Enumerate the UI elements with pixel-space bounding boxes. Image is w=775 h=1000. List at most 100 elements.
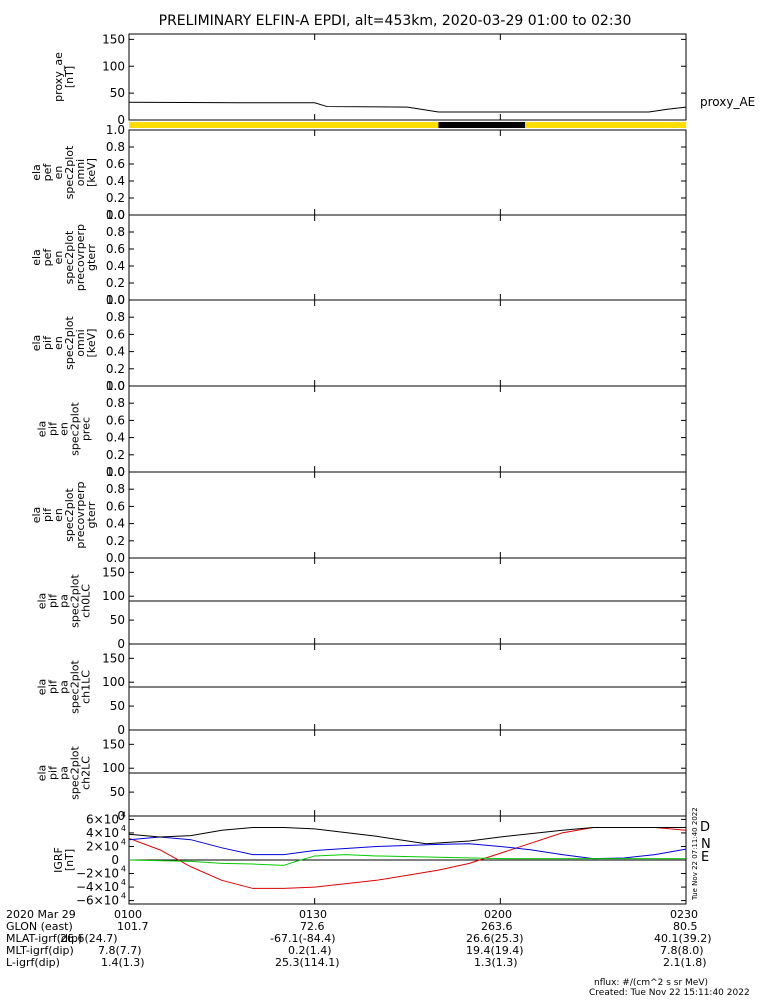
igrf-ytick-label: 2×10 <box>86 839 119 853</box>
pef-precovrperp-ytick-label: 0.4 <box>106 259 125 273</box>
pef-precovrperp-ylabel-line: ela <box>30 249 43 266</box>
status-bar-segment <box>129 122 439 128</box>
pa-ch0lc-ylabel-line: ch0LC <box>80 584 93 618</box>
igrf-ytick-exponent: 4 <box>121 865 126 874</box>
orbit-row-mlat-c4: 40.1(39.2) <box>654 932 712 945</box>
igrf-legend-n: N <box>701 837 711 852</box>
pef-precovrperp-ylabel-line: precovrperp <box>74 224 87 291</box>
orbit-row-mlat-c2: -67.1(-84.4) <box>270 932 336 945</box>
pa-ch0lc-ylabel-line: pif <box>47 593 60 608</box>
pif-omni-ytick-label: 0.0 <box>106 379 125 393</box>
proxy-ae-line <box>128 101 687 113</box>
pef-precovrperp-ylabel-line: spec2plot <box>63 230 76 284</box>
orbit-row-glon-c4: 80.5 <box>673 920 698 933</box>
igrf-ytick-exponent: 4 <box>121 837 126 846</box>
proxy-ae-ytick-label: 150 <box>102 32 125 46</box>
proxy-ae-ytick-label: 0 <box>117 113 125 127</box>
figure-title: PRELIMINARY ELFIN-A EPDI, alt=453km, 202… <box>159 13 632 29</box>
pif-prec-ylabel-line: spec2plot <box>69 402 82 456</box>
pef-omni-ytick-label: 0.4 <box>106 174 125 188</box>
pif-omni-ylabel-line: omni <box>74 329 87 356</box>
pef-omni-ytick-label: 0.8 <box>106 140 125 154</box>
pif-omni-ytick-label: 0.2 <box>106 362 125 376</box>
orbit-row-mlt-c1: 7.8(7.7) <box>98 944 142 957</box>
orbit-row-date-c3: 0200 <box>484 908 512 921</box>
orbit-row-mlt-c4: 7.8(8.0) <box>660 944 704 957</box>
pef-omni-ylabel-line: en <box>52 166 65 180</box>
pef-omni-ytick-label: 1.0 <box>106 123 125 137</box>
igrf-series-N <box>128 836 687 860</box>
pa-ch1lc-ylabel-line: ela <box>36 679 49 696</box>
pif-prec-ylabel-line: en <box>58 422 71 436</box>
pif-precovrperp-ylabel-line: en <box>52 508 65 522</box>
igrf-ylabel-line: [nT] <box>63 849 76 871</box>
status-bar-segment <box>525 122 686 128</box>
proxy-ae-ytick-label: 50 <box>110 86 125 100</box>
pif-prec-ylabel-line: prec <box>80 417 93 441</box>
pif-precovrperp-ylabel-line: pif <box>41 507 54 522</box>
pif-omni-ytick-label: 0.8 <box>106 310 125 324</box>
panels: 150100500proxy_ae[nT]proxy_AE1.00.80.60.… <box>30 32 755 907</box>
pif-precovrperp-ylabel-line: ela <box>30 507 43 524</box>
pif-prec-frame <box>128 385 687 473</box>
pa-ch0lc-ytick-label: 100 <box>102 589 125 603</box>
orbit-row-glon-c3: 263.6 <box>481 920 513 933</box>
igrf-ytick-label: −6×10 <box>76 894 119 908</box>
pa-ch2lc-ytick-label: 50 <box>110 785 125 799</box>
igrf-series-E <box>128 854 686 866</box>
pif-prec-ylabel-line: pif <box>47 421 60 436</box>
igrf-vertical-timestamp: Tue Nov 22 07:11:40 2022 <box>691 807 699 901</box>
pef-precovrperp-ytick-label: 0.2 <box>106 276 125 290</box>
pef-omni-ytick-label: 0.2 <box>106 191 125 205</box>
pif-omni-ylabel-line: spec2plot <box>63 316 76 370</box>
pif-prec-ytick-label: 0.8 <box>106 396 125 410</box>
pa-ch2lc-ylabel-line: spec2plot <box>69 746 82 800</box>
pif-omni-frame <box>128 299 687 387</box>
pif-precovrperp-ylabel-line: precovrperp <box>74 481 87 548</box>
pef-precovrperp-frame <box>128 214 687 301</box>
created-stamp: Created: Tue Nov 22 15:11:40 2022 <box>589 988 750 998</box>
igrf-ytick-exponent: 4 <box>121 892 126 901</box>
pa-ch2lc-ytick-label: 150 <box>102 737 125 751</box>
pa-ch0lc-ylabel-line: pa <box>58 594 71 608</box>
pif-prec-ytick-label: 0.4 <box>106 431 125 445</box>
proxy-ae-ylabel-line: [nT] <box>63 66 76 88</box>
pif-omni-ytick-label: 0.4 <box>106 345 125 359</box>
proxy-ae-frame <box>128 33 687 121</box>
nflux-note: nflux: #/(cm^2 s sr MeV) <box>594 978 708 988</box>
orbit-row-glon-c2: 72.6 <box>300 920 325 933</box>
orbit-row-glon-label: GLON (east) <box>6 920 73 933</box>
igrf-ytick-label: −2×10 <box>76 867 119 881</box>
pa-ch2lc-ytick-label: 100 <box>102 761 125 775</box>
orbit-row-date-label: 2020 Mar 29 <box>6 908 76 921</box>
orbit-row-l-c1: 1.4(1.3) <box>101 956 145 969</box>
pef-precovrperp-ytick-label: 0.8 <box>106 225 125 239</box>
proxy-ae-ylabel-line: proxy_ae <box>52 52 65 102</box>
pa-ch1lc-ytick-label: 100 <box>102 675 125 689</box>
pef-precovrperp-ytick-label: 0.0 <box>106 293 125 307</box>
pif-precovrperp-ytick-label: 0.6 <box>106 499 125 513</box>
pef-omni-ylabel-line: omni <box>74 159 87 186</box>
pif-omni-ylabel-line: pif <box>41 335 54 350</box>
pef-precovrperp-ylabel-line: gterr <box>85 244 98 271</box>
igrf-ytick-label: −4×10 <box>76 880 119 894</box>
pa-ch1lc-ytick-label: 150 <box>102 651 125 665</box>
igrf-ytick-label: 0 <box>111 853 119 867</box>
pif-prec-ytick-label: 0.0 <box>106 465 125 479</box>
pif-precovrperp-ytick-label: 0.4 <box>106 517 125 531</box>
pa-ch2lc-ylabel-line: ch2LC <box>80 756 93 790</box>
pef-omni-ylabel-line: spec2plot <box>63 145 76 199</box>
pef-omni-frame <box>128 129 687 216</box>
pif-precovrperp-ytick-label: 1.0 <box>106 465 125 479</box>
pa-ch1lc-ylabel-line: pa <box>58 680 71 694</box>
igrf-ylabel-line: IGRF <box>52 847 65 873</box>
pa-ch0lc-ylabel-line: spec2plot <box>69 574 82 628</box>
pa-ch0lc-ylabel-line: ela <box>36 593 49 610</box>
pif-omni-ytick-label: 1.0 <box>106 293 125 307</box>
pa-ch1lc-ytick-label: 0 <box>117 723 125 737</box>
pif-prec-ytick-label: 1.0 <box>106 379 125 393</box>
pif-precovrperp-ytick-label: 0.0 <box>106 551 125 565</box>
igrf-ytick-exponent: 4 <box>121 810 126 819</box>
pef-precovrperp-ytick-label: 0.6 <box>106 242 125 256</box>
